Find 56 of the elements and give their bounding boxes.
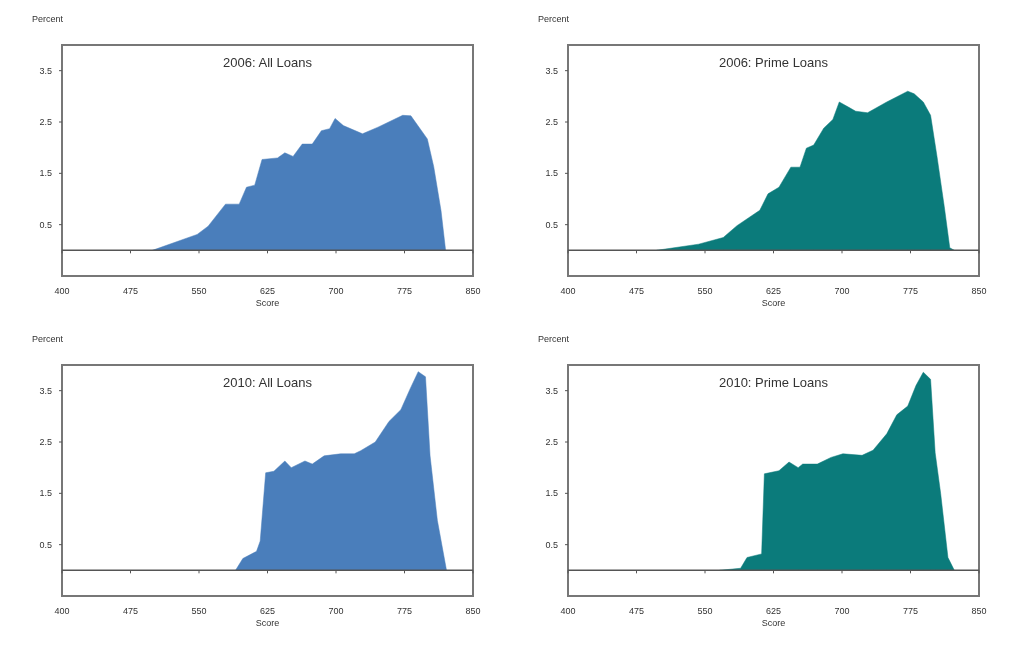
x-tick-label: 475	[122, 286, 139, 296]
x-axis-title: Score	[255, 298, 280, 308]
y-tick-label: 3.5	[39, 65, 52, 76]
x-tick-label: 850	[971, 286, 987, 296]
x-tick-label: 400	[560, 286, 576, 296]
y-tick-label: 0.5	[545, 219, 558, 230]
y-tick-label: 1.5	[545, 168, 558, 179]
text: 2006: All Loans	[223, 55, 313, 70]
y-tick-label: 2.5	[39, 117, 52, 127]
x-tick-label: 550	[697, 606, 713, 616]
x-tick-label: 700	[834, 606, 850, 616]
y-tick-label: 0.5	[39, 219, 52, 230]
x-tick-label: 475	[122, 606, 139, 616]
x-tick-label: 775	[902, 286, 919, 296]
y-tick-label: 3.5	[545, 385, 558, 396]
x-tick-label: 550	[191, 286, 207, 296]
y-tick-label: 0.5	[545, 539, 558, 550]
x-tick-label: 400	[560, 606, 576, 616]
y-tick-label: 2.5	[545, 437, 558, 447]
text: 2006: Prime Loans	[718, 55, 829, 70]
y-tick-label: 1.5	[39, 168, 52, 179]
x-tick-label: 625	[765, 286, 782, 296]
x-tick-label: 550	[191, 606, 207, 616]
x-tick-label: 775	[902, 606, 919, 616]
text: 2010: All Loans	[223, 375, 313, 390]
x-tick-label: 475	[628, 286, 645, 296]
y-axis-title: Percent	[538, 14, 570, 24]
x-tick-label: 700	[834, 286, 850, 296]
y-tick-label: 3.5	[545, 65, 558, 76]
x-axis-title: Score	[761, 618, 786, 628]
x-tick-label: 475	[628, 606, 645, 616]
x-tick-label: 775	[396, 606, 413, 616]
x-tick-label: 550	[697, 286, 713, 296]
y-tick-label: 2.5	[39, 437, 52, 447]
x-axis-title: Score	[255, 618, 280, 628]
x-tick-label: 850	[465, 606, 481, 616]
x-tick-label: 625	[259, 286, 276, 296]
x-tick-label: 700	[328, 286, 344, 296]
text: 2010: Prime Loans	[718, 375, 829, 390]
x-tick-label: 400	[54, 606, 70, 616]
x-tick-label: 775	[396, 286, 413, 296]
x-tick-label: 400	[54, 286, 70, 296]
y-axis-title: Percent	[538, 334, 570, 344]
y-tick-label: 2.5	[545, 117, 558, 127]
x-tick-label: 700	[328, 606, 344, 616]
y-tick-label: 0.5	[39, 539, 52, 550]
y-tick-label: 1.5	[545, 488, 558, 499]
y-tick-label: 1.5	[39, 488, 52, 499]
y-axis-title: Percent	[32, 334, 64, 344]
x-axis-title: Score	[761, 298, 786, 308]
x-tick-label: 625	[259, 606, 276, 616]
y-axis-title: Percent	[32, 14, 64, 24]
x-tick-label: 850	[971, 606, 987, 616]
y-tick-label: 3.5	[39, 385, 52, 396]
x-tick-label: 625	[765, 606, 782, 616]
x-tick-label: 850	[465, 286, 481, 296]
